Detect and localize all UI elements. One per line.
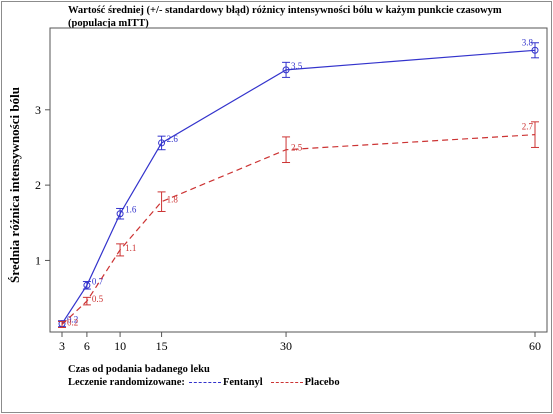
- y-tick-label: 1: [35, 253, 41, 267]
- data-label: 0.2: [67, 315, 78, 325]
- data-label: 0.5: [92, 294, 104, 304]
- plot-area: [49, 27, 548, 333]
- x-tick-label: 15: [156, 339, 168, 353]
- data-label: 2.6: [167, 134, 179, 144]
- legend-label-placebo: Placebo: [304, 377, 340, 388]
- data-point: [282, 66, 290, 74]
- chart-title: Wartość średniej (+/- standardowy błąd) …: [68, 5, 502, 29]
- legend-label-fentanyl: Fentanyl: [222, 377, 263, 388]
- data-label: 3.8: [522, 37, 534, 47]
- axes: 3 6 10 15 30 60 1 2 3: [35, 103, 541, 353]
- data-label: 1.1: [125, 243, 136, 253]
- data-label: 0.2: [67, 317, 78, 327]
- data-label: 3.5: [291, 61, 303, 71]
- data-point: [83, 281, 91, 289]
- data-label: 2.7: [522, 122, 534, 132]
- data-point: [116, 210, 124, 218]
- data-label: 0.7: [92, 276, 104, 286]
- y-tick-label: 2: [35, 178, 41, 192]
- data-label: 2.5: [291, 143, 303, 153]
- x-tick-label: 30: [280, 339, 292, 353]
- x-tick-label: 60: [529, 339, 541, 353]
- data-label: 1.6: [125, 205, 137, 215]
- series-fentanyl: 0.2 0.7 1.6 2.6 3.5 3.8: [58, 37, 539, 328]
- legend: Leczenie randomizowane: Fentanyl Placebo: [68, 377, 340, 388]
- x-tick-label: 6: [84, 339, 90, 353]
- series-placebo: 0.2 0.5 1.1 1.8 2.5 2.7: [58, 121, 539, 328]
- data-point: [531, 46, 539, 54]
- data-point: [158, 139, 166, 147]
- x-tick-label: 3: [59, 339, 65, 353]
- x-tick-label: 10: [114, 339, 126, 353]
- legend-title: Leczenie randomizowane:: [68, 377, 185, 388]
- x-axis-label: Czas od podania badanego leku: [68, 364, 210, 375]
- series-line-placebo: [61, 134, 536, 325]
- legend-swatch-placebo: [270, 382, 303, 383]
- series-line-fentanyl: [61, 49, 536, 325]
- series-layer: 0.20.71.62.63.53.80.20.51.11.82.52.7: [58, 37, 539, 328]
- data-label: 1.8: [167, 195, 179, 205]
- y-tick-label: 3: [35, 103, 41, 117]
- legend-swatch-fentanyl: [188, 382, 221, 383]
